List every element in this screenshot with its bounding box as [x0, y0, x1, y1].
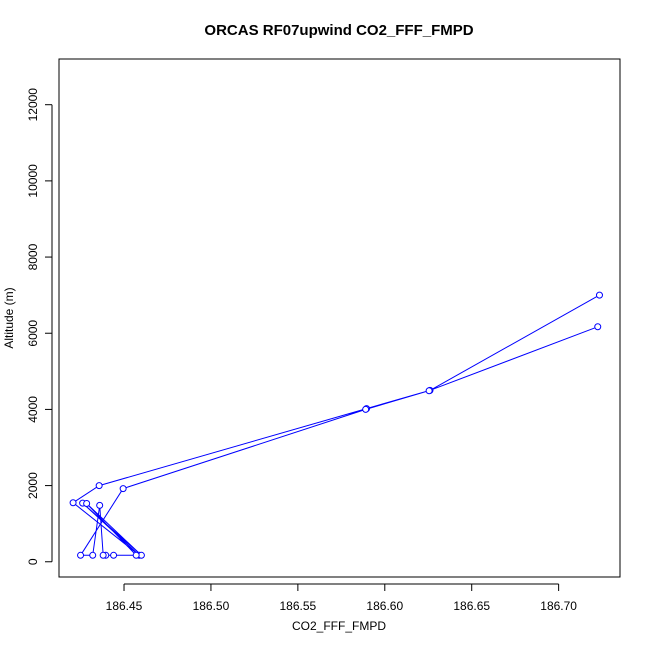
data-point — [425, 387, 433, 395]
x-tick-label: 186.55 — [280, 599, 317, 613]
y-tick-label: 2000 — [26, 472, 40, 499]
y-axis-label: Altitude (m) — [2, 287, 16, 348]
y-tick-label: 12000 — [26, 88, 40, 122]
x-axis-label: CO2_FFF_FMPD — [292, 619, 386, 633]
x-axis: 186.45 186.50 186.55 186.60 186.65 186.70 — [106, 583, 577, 613]
series-lines — [72, 294, 600, 556]
data-point — [95, 482, 103, 490]
data-point — [69, 499, 77, 507]
series-points — [69, 291, 603, 559]
data-point — [99, 551, 107, 559]
y-tick-label: 6000 — [26, 320, 40, 347]
data-point — [119, 485, 127, 493]
plot-area-frame — [58, 58, 621, 578]
y-axis: 0 2000 4000 6000 8000 10000 12000 — [26, 88, 53, 565]
y-tick-label: 0 — [26, 558, 40, 565]
data-point — [362, 405, 370, 413]
x-tick-label: 186.60 — [366, 599, 403, 613]
data-point — [595, 291, 603, 299]
data-point — [594, 323, 602, 331]
x-tick-label: 186.70 — [540, 599, 577, 613]
data-point — [110, 551, 118, 559]
data-point — [96, 501, 104, 509]
data-point — [132, 551, 140, 559]
series-line — [72, 294, 600, 556]
y-tick-label: 8000 — [26, 243, 40, 270]
y-tick-label: 4000 — [26, 396, 40, 423]
chart-title: ORCAS RF07upwind CO2_FFF_FMPD — [204, 22, 473, 39]
x-tick-label: 186.50 — [193, 599, 230, 613]
x-tick-label: 186.45 — [106, 599, 143, 613]
data-point — [89, 551, 97, 559]
y-tick-label: 10000 — [26, 164, 40, 198]
data-point — [83, 499, 91, 507]
data-point — [77, 551, 85, 559]
x-tick-label: 186.65 — [453, 599, 490, 613]
